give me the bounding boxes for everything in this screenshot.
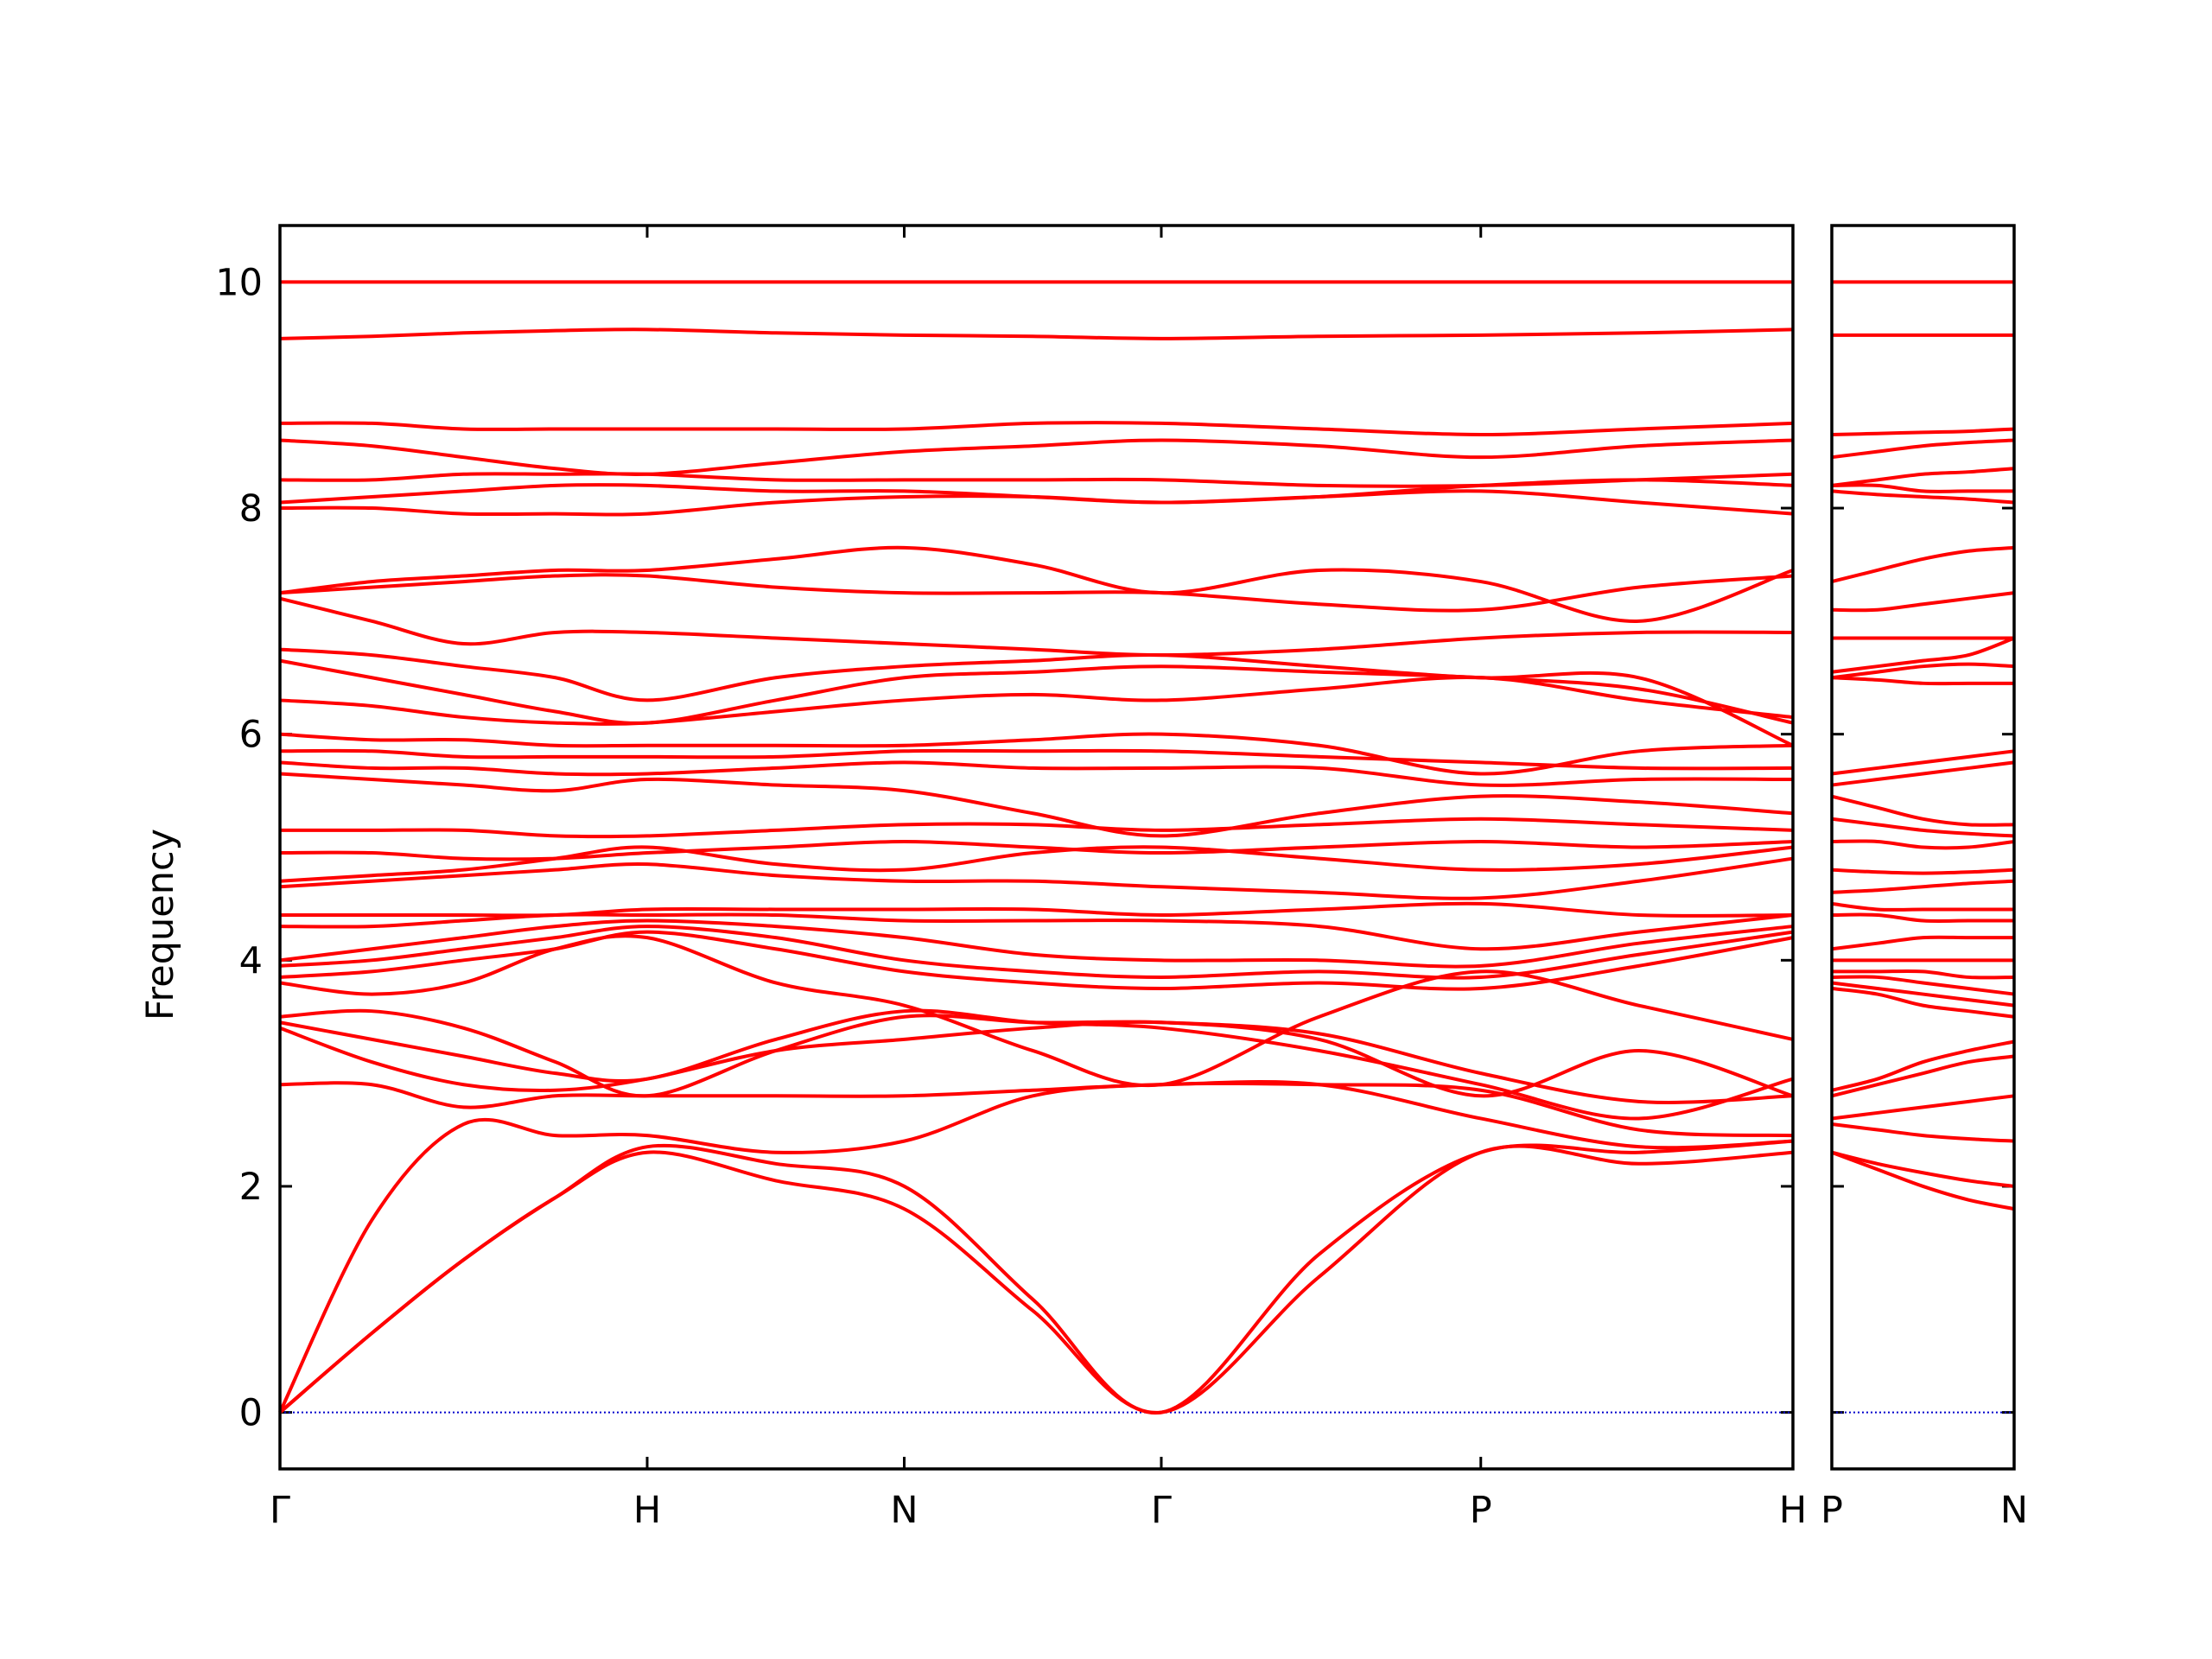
band-line — [1831, 676, 2014, 686]
band-line — [279, 421, 1794, 437]
band-line — [279, 1020, 1794, 1098]
band-line — [279, 327, 1794, 340]
band-line — [1831, 1150, 2015, 1211]
band-line — [279, 489, 1794, 517]
y-axis-label: Frequency — [139, 829, 182, 1020]
band-line — [1831, 545, 2015, 584]
band-line — [1831, 981, 2015, 1007]
band-line — [279, 438, 1794, 476]
band-line — [279, 930, 1794, 991]
band-line — [1831, 427, 2015, 437]
band-line — [279, 472, 1794, 488]
y-tick-label: 0 — [239, 1392, 263, 1435]
band-line — [278, 1144, 1794, 1414]
band-line — [279, 1008, 1794, 1121]
band-line — [1831, 438, 2015, 460]
x-tick-label: H — [1779, 1489, 1807, 1532]
band-line — [1831, 1054, 2015, 1098]
x-tick-label: P — [1821, 1489, 1843, 1532]
band-line — [1831, 839, 2015, 850]
band-line — [279, 839, 1794, 861]
band-line — [279, 675, 1794, 726]
band-line — [1831, 817, 2015, 838]
band-line — [279, 845, 1794, 883]
y-tick-label: 2 — [239, 1166, 263, 1209]
band-line — [279, 573, 1794, 613]
band-line — [279, 925, 1794, 980]
band-line — [279, 760, 1794, 787]
x-tick-label: N — [2000, 1489, 2028, 1532]
band-line — [1831, 467, 2015, 487]
band-line — [1831, 1039, 2015, 1092]
band-line — [279, 732, 1794, 776]
y-tick-label: 8 — [239, 487, 263, 531]
band-line — [279, 1080, 1794, 1150]
y-tick-label: 6 — [239, 714, 263, 757]
band-line — [279, 647, 1794, 747]
band-line — [279, 912, 1794, 951]
x-tick-label: Γ — [270, 1489, 290, 1532]
band-line — [1831, 1150, 2015, 1188]
band-line — [279, 817, 1794, 839]
band-line — [279, 934, 1794, 1088]
band-line — [1831, 662, 2015, 680]
band-line — [1832, 969, 2015, 980]
band-line — [279, 856, 1794, 900]
band-line — [280, 901, 1794, 918]
band-line — [1831, 794, 2015, 827]
band-line — [279, 596, 1794, 658]
band-line — [1831, 901, 2014, 912]
plot-frame — [1830, 224, 2016, 1471]
band-line — [278, 1139, 1794, 1415]
band-line — [1831, 1122, 2015, 1143]
band-line — [279, 748, 1794, 771]
band-line — [1831, 489, 2015, 505]
band-line — [1831, 912, 2014, 924]
band-line — [1831, 1094, 2015, 1121]
band-line — [278, 1081, 1794, 1414]
band-line — [1831, 749, 2015, 776]
x-tick-label: Γ — [1151, 1489, 1172, 1532]
band-line — [1831, 987, 2015, 1019]
band-line — [279, 545, 1794, 623]
band-line — [1831, 591, 2015, 613]
band-line — [1831, 483, 2014, 493]
x-tick-label: P — [1470, 1489, 1492, 1532]
band-line — [1831, 879, 2015, 894]
y-tick-label: 4 — [239, 939, 263, 982]
band-line — [1831, 760, 2015, 787]
band-line — [1831, 975, 2015, 996]
band-line — [279, 918, 1794, 969]
x-tick-label: N — [890, 1489, 918, 1532]
band-line — [1831, 636, 2015, 674]
band-line — [279, 772, 1794, 838]
y-tick-label: 10 — [215, 261, 263, 304]
plot-frame — [278, 224, 1795, 1471]
x-tick-label: H — [633, 1489, 661, 1532]
band-line — [279, 1008, 1794, 1104]
band-line — [1831, 935, 2014, 951]
band-line — [1831, 868, 2015, 875]
